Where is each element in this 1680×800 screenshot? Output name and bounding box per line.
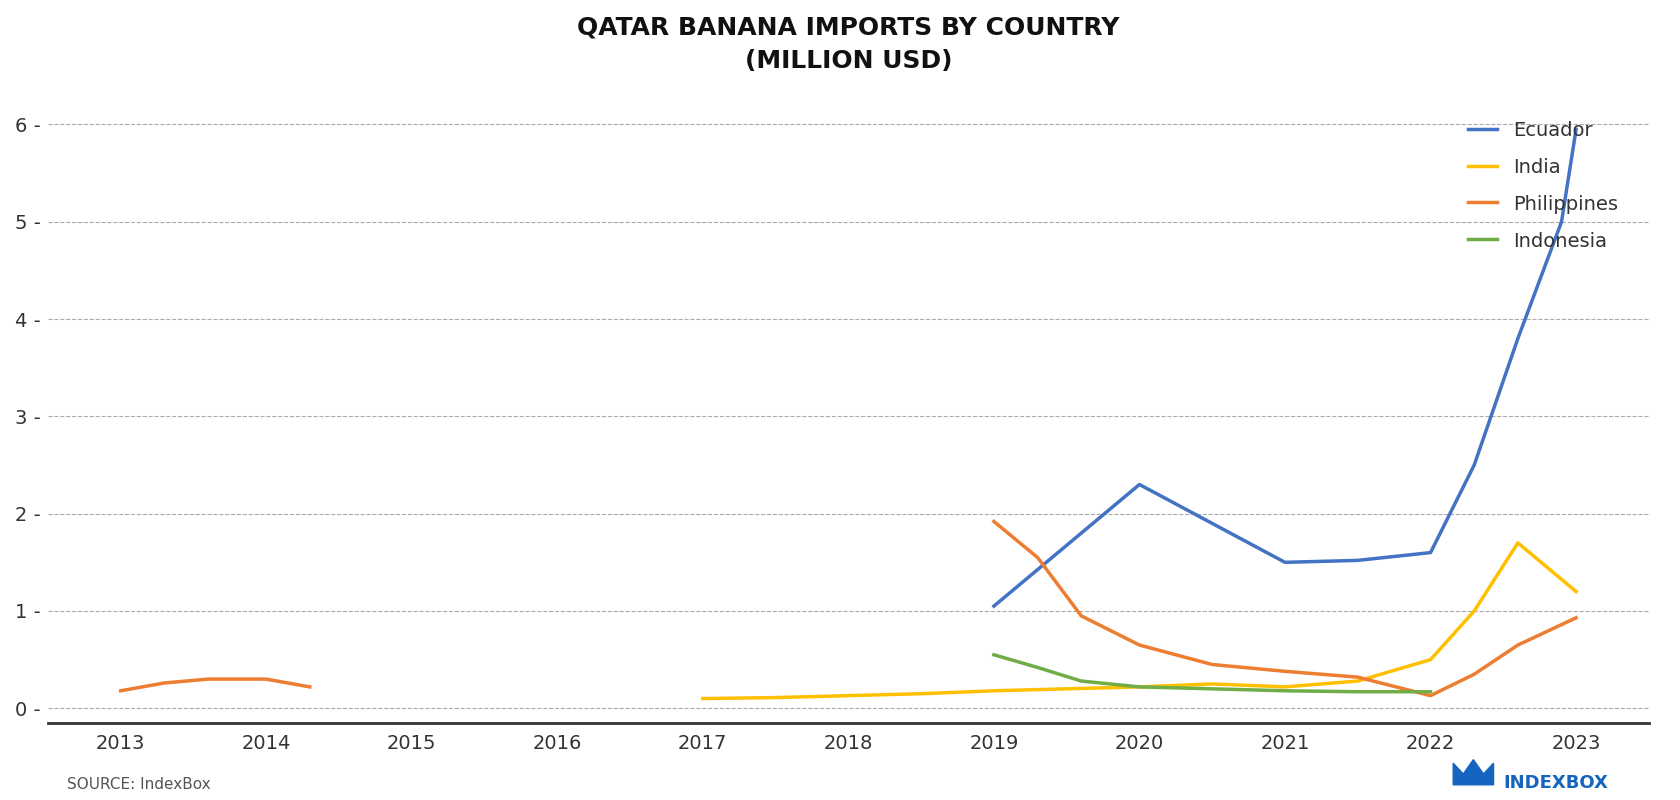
Polygon shape <box>1453 760 1494 785</box>
Ecuador <box>1129 480 1149 490</box>
Indonesia <box>1072 676 1092 686</box>
Ecuador <box>1566 125 1586 134</box>
India <box>1566 586 1586 596</box>
India <box>692 694 712 703</box>
Ecuador <box>1465 460 1485 470</box>
Text: INDEXBOX: INDEXBOX <box>1504 774 1608 792</box>
Line: Ecuador: Ecuador <box>995 130 1576 606</box>
Indonesia <box>1028 662 1048 672</box>
India <box>1507 538 1527 548</box>
Ecuador <box>1551 217 1571 226</box>
India <box>1465 606 1485 616</box>
Philippines <box>198 674 218 684</box>
India <box>766 693 786 702</box>
India <box>1347 676 1368 686</box>
Philippines <box>299 682 319 692</box>
India <box>1421 655 1441 665</box>
Ecuador <box>1507 334 1527 343</box>
Ecuador <box>1275 558 1295 567</box>
Indonesia <box>1129 682 1149 692</box>
Indonesia <box>1275 686 1295 695</box>
Line: Indonesia: Indonesia <box>995 654 1431 692</box>
Philippines <box>155 678 175 688</box>
Ecuador <box>1421 548 1441 558</box>
India <box>838 691 858 701</box>
Indonesia <box>1347 687 1368 697</box>
India <box>984 686 1005 695</box>
Line: India: India <box>702 543 1576 698</box>
Legend: Ecuador, India, Philippines, Indonesia: Ecuador, India, Philippines, Indonesia <box>1458 111 1628 261</box>
Indonesia <box>1421 687 1441 697</box>
India <box>1057 684 1077 694</box>
India <box>911 689 931 698</box>
Indonesia <box>1203 684 1223 694</box>
Indonesia <box>984 650 1005 659</box>
Title: QATAR BANANA IMPORTS BY COUNTRY
(MILLION USD): QATAR BANANA IMPORTS BY COUNTRY (MILLION… <box>578 15 1119 73</box>
Text: SOURCE: IndexBox: SOURCE: IndexBox <box>67 777 210 792</box>
India <box>1275 682 1295 692</box>
India <box>1203 679 1223 689</box>
Ecuador <box>1347 555 1368 565</box>
Philippines <box>255 674 276 684</box>
Line: Philippines: Philippines <box>121 679 309 690</box>
India <box>1129 682 1149 692</box>
Philippines <box>111 686 131 695</box>
Ecuador <box>984 602 1005 611</box>
